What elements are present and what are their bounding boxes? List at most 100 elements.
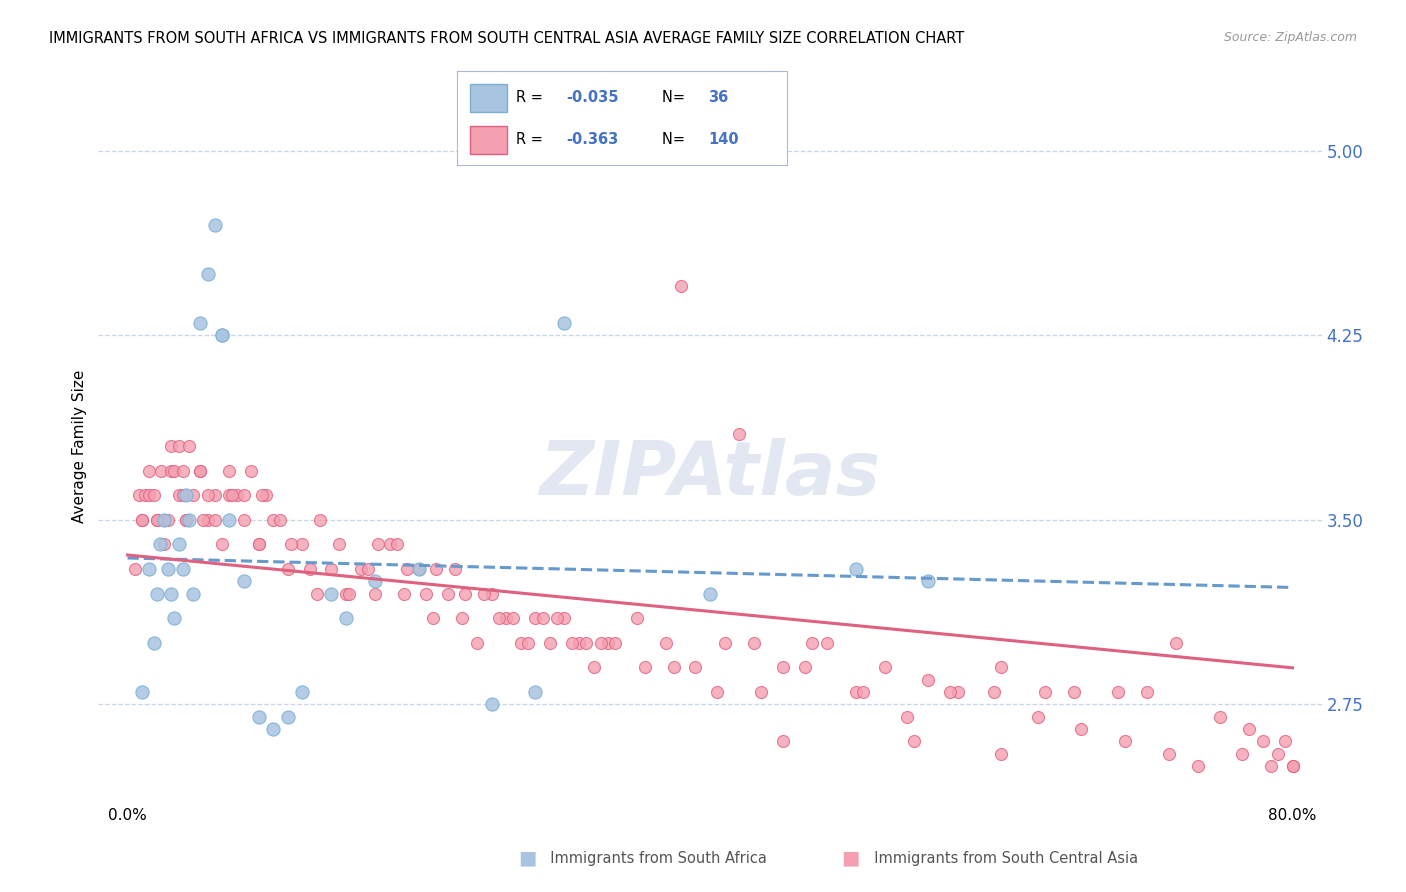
Point (633, 660, 655, 674)
Point (174, 513, 197, 527)
Point (408, 562, 430, 576)
Point (321, 587, 343, 601)
Point (517, 636, 540, 650)
Point (131, 685, 153, 699)
Point (415, 587, 437, 601)
Point (699, 587, 721, 601)
Point (321, 562, 343, 576)
Text: ■: ■ (517, 848, 537, 868)
Point (1230, 747, 1253, 761)
Point (509, 636, 531, 650)
Point (561, 636, 583, 650)
Point (254, 488, 277, 502)
Point (211, 537, 233, 551)
Text: ZIPAtlas: ZIPAtlas (540, 438, 880, 511)
Point (172, 488, 194, 502)
Point (472, 587, 495, 601)
Point (575, 636, 598, 650)
Point (364, 574, 387, 589)
Point (197, 488, 219, 502)
Text: -0.363: -0.363 (567, 132, 619, 147)
Point (177, 513, 200, 527)
Point (160, 464, 183, 478)
Point (451, 611, 474, 625)
Point (225, 488, 247, 502)
Point (157, 562, 180, 576)
Point (172, 464, 194, 478)
Point (481, 587, 503, 601)
Point (454, 587, 477, 601)
Point (221, 488, 243, 502)
Point (357, 562, 380, 576)
Text: N=: N= (662, 132, 689, 147)
Point (204, 218, 226, 232)
Point (163, 464, 186, 478)
Point (396, 562, 419, 576)
Point (188, 464, 212, 478)
Point (269, 513, 291, 527)
Point (662, 660, 685, 674)
Point (280, 537, 302, 551)
Point (589, 636, 612, 650)
Point (145, 513, 167, 527)
Text: -0.035: -0.035 (567, 90, 619, 105)
Point (181, 587, 204, 601)
Point (1033, 685, 1056, 699)
Point (247, 537, 270, 551)
Text: R =: R = (516, 132, 548, 147)
Point (142, 488, 165, 502)
Point (145, 587, 167, 601)
Point (335, 587, 357, 601)
Point (204, 513, 226, 527)
Point (772, 734, 794, 748)
Point (596, 636, 619, 650)
Point (946, 685, 969, 699)
Point (917, 673, 939, 687)
Point (160, 439, 183, 453)
Point (713, 636, 735, 650)
Point (177, 439, 200, 453)
Point (128, 488, 150, 502)
Point (481, 698, 503, 712)
Point (1267, 747, 1289, 761)
Point (197, 267, 219, 281)
Point (669, 279, 692, 293)
Point (233, 574, 256, 589)
Point (408, 562, 430, 576)
Point (1253, 734, 1275, 748)
Point (240, 464, 263, 478)
Point (149, 537, 172, 551)
Point (990, 660, 1012, 674)
Point (291, 537, 314, 551)
Text: 36: 36 (709, 90, 728, 105)
Bar (470, 84, 506, 112)
Point (250, 488, 273, 502)
Point (425, 562, 447, 576)
Point (328, 537, 350, 551)
Y-axis label: Average Family Size: Average Family Size (72, 369, 87, 523)
Point (437, 587, 460, 601)
Point (1136, 685, 1159, 699)
Point (291, 685, 314, 699)
Point (502, 611, 524, 625)
Point (568, 636, 591, 650)
Point (153, 513, 176, 527)
Point (167, 488, 190, 502)
Point (349, 562, 371, 576)
Point (553, 316, 575, 330)
Point (917, 574, 939, 589)
Point (1063, 685, 1085, 699)
Point (174, 513, 197, 527)
Point (138, 562, 160, 576)
Point (204, 488, 226, 502)
Point (305, 587, 328, 601)
Point (262, 513, 284, 527)
Bar (470, 126, 506, 153)
Point (218, 464, 240, 478)
Point (247, 709, 270, 723)
Point (138, 464, 160, 478)
Point (218, 513, 240, 527)
Point (211, 328, 233, 343)
Point (197, 513, 219, 527)
Point (1274, 734, 1296, 748)
